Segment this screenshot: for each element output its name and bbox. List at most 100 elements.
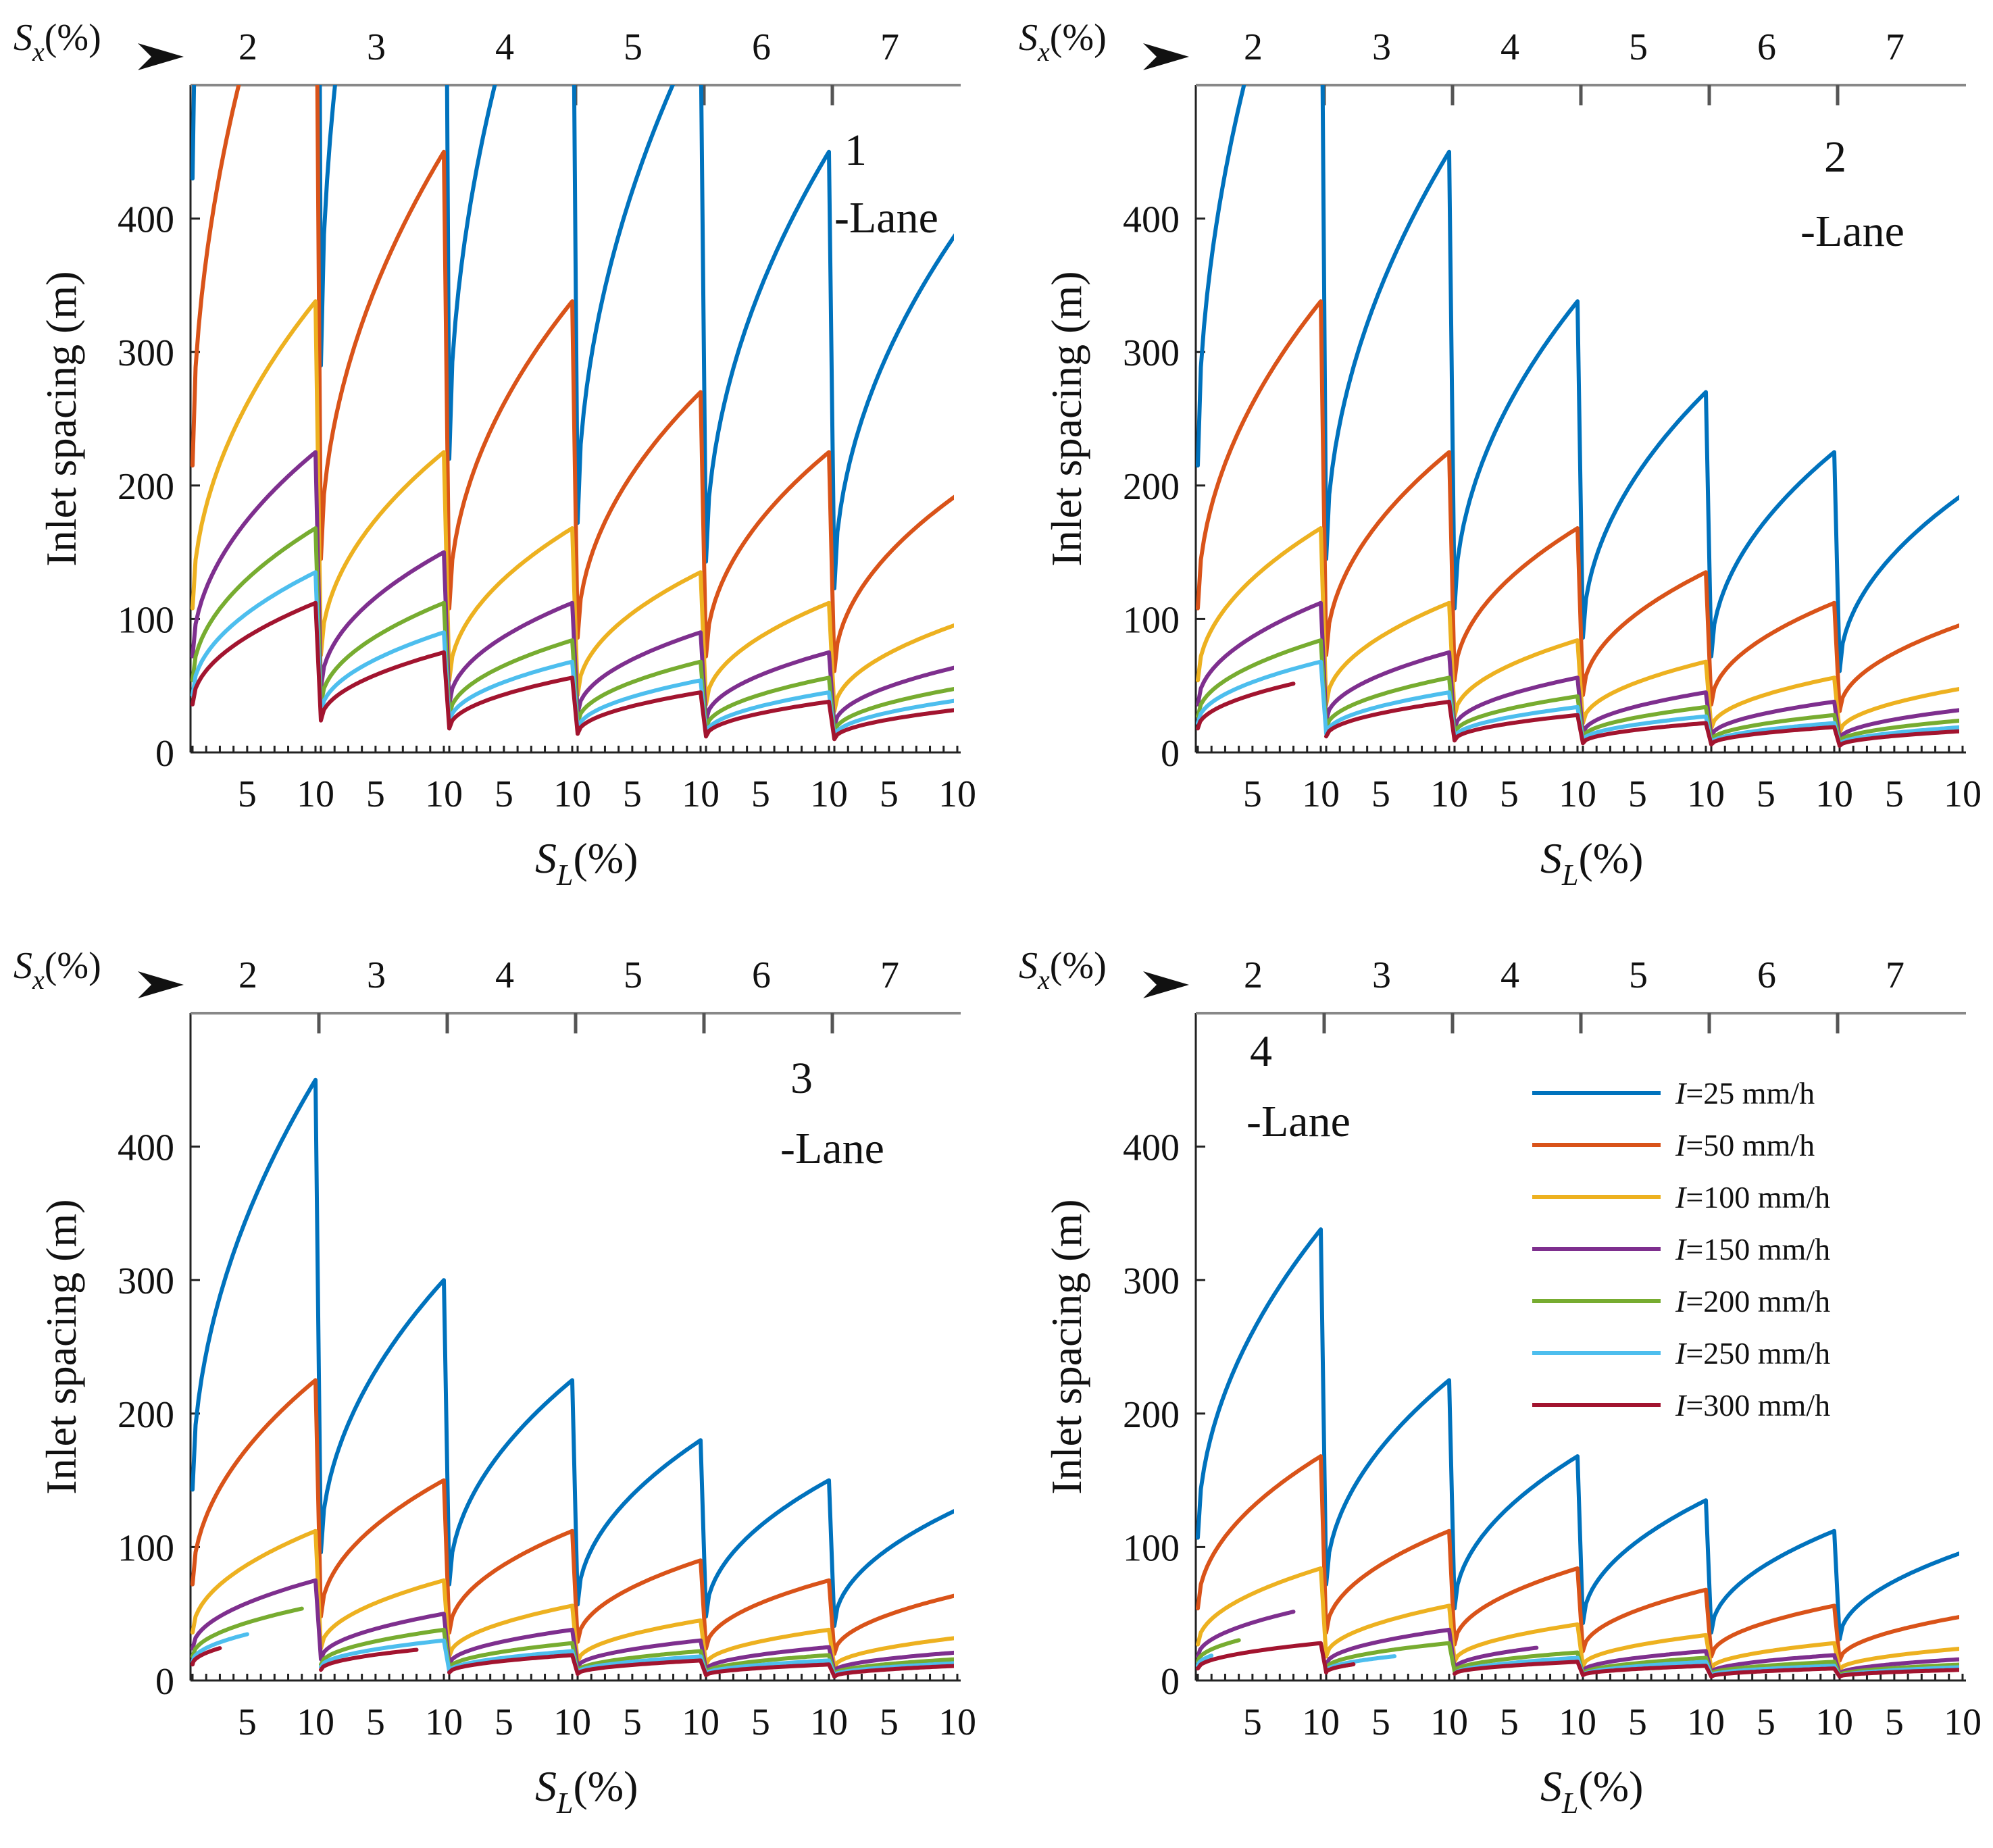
- series-line-i-100-mm-h-seg-5: [704, 1627, 836, 1670]
- series-line-i-150-mm-h-seg-6: [832, 665, 954, 728]
- series-line-i-300-mm-h-seg-5: [704, 1662, 836, 1679]
- series-line-i-300-mm-h-seg-5: [1709, 1666, 1842, 1679]
- x-tick-label: 10: [425, 1701, 463, 1743]
- x-tick-label: 5: [1757, 773, 1775, 815]
- series-line-i-150-mm-h-seg-5: [1709, 699, 1842, 742]
- series-line-i-300-mm-h-seg-4: [1581, 721, 1713, 747]
- x-tick-label: 10: [1302, 773, 1340, 815]
- series-line-i-50-mm-h-seg-2: [319, 1478, 451, 1635]
- series-line-i-25-mm-h-seg-1: [1196, 85, 1328, 561]
- series-line-i-300-mm-h-seg-6: [832, 708, 954, 742]
- series-line-i-300-mm-h-seg-2: [319, 1647, 419, 1672]
- series-line-i-100-mm-h-seg-4: [576, 1618, 708, 1667]
- lane-word: -Lane: [834, 193, 938, 242]
- y-tick-label: 0: [155, 1661, 174, 1703]
- series-line-i-25-mm-h-seg-4: [576, 85, 708, 564]
- series-line-i-200-mm-h-seg-1: [1196, 638, 1328, 731]
- series-line-i-50-mm-h-seg-3: [447, 299, 580, 640]
- y-tick-label: 100: [118, 1527, 174, 1569]
- series-line-i-100-mm-h-seg-1: [191, 1529, 323, 1651]
- series-line-i-150-mm-h-seg-2: [319, 550, 451, 707]
- x-tick-label: 5: [1628, 1701, 1647, 1743]
- sx-value-label: 3: [1372, 26, 1391, 68]
- y-axis-title: Inlet spacing (m): [37, 1199, 85, 1494]
- series-line-i-25-mm-h-seg-1: [1196, 1227, 1328, 1587]
- x-tick-label: 10: [682, 773, 720, 815]
- sx-value-label: 6: [1757, 954, 1776, 996]
- y-axis-title: Inlet spacing (m): [1042, 1199, 1090, 1494]
- sx-value-label: 2: [1244, 26, 1263, 68]
- series-line-i-250-mm-h-seg-5: [704, 690, 836, 739]
- sx-axis-label: Sx(%): [1019, 945, 1189, 998]
- series-line-i-150-mm-h-seg-3: [1453, 675, 1585, 736]
- x-tick-label: 5: [1628, 773, 1647, 815]
- series-line-i-100-mm-h-seg-6: [832, 623, 954, 713]
- sx-value-label: 3: [367, 26, 386, 68]
- series-line-i-150-mm-h-seg-2: [1324, 650, 1457, 731]
- series-line-i-100-mm-h-seg-2: [1324, 1603, 1457, 1664]
- x-tick-label: 5: [1500, 773, 1519, 815]
- series-line-i-300-mm-h-seg-5: [704, 699, 836, 742]
- series-line-i-50-mm-h-seg-1: [191, 1378, 323, 1619]
- series-line-i-50-mm-h-seg-4: [576, 390, 708, 659]
- x-tick-label: 5: [495, 1701, 513, 1743]
- lane-number: 3: [790, 1054, 813, 1103]
- x-tick-label: 5: [1371, 1701, 1390, 1743]
- series-line-i-50-mm-h-seg-1: [1196, 1454, 1328, 1635]
- series-line-i-100-mm-h-seg-3: [447, 526, 580, 697]
- x-tick-label: 10: [1687, 773, 1725, 815]
- x-tick-label: 10: [1559, 1701, 1596, 1743]
- series-line-i-200-mm-h-seg-2: [319, 1627, 451, 1671]
- series-line-i-150-mm-h-seg-4: [1581, 1649, 1713, 1675]
- series-line-i-25-mm-h-seg-5: [704, 149, 836, 590]
- series-line-i-300-mm-h-seg-2: [319, 650, 451, 731]
- y-tick-label: 400: [1123, 1127, 1180, 1169]
- x-tick-label: 5: [751, 773, 770, 815]
- x-tick-label: 5: [366, 1701, 385, 1743]
- series-line-i-150-mm-h-seg-5: [704, 1645, 836, 1674]
- lane-word: -Lane: [780, 1124, 884, 1173]
- y-tick-label: 200: [118, 466, 174, 508]
- series-line-i-300-mm-h-seg-4: [1581, 1664, 1713, 1679]
- series-line-i-150-mm-h-seg-3: [1453, 1645, 1539, 1671]
- sx-label-text: Sx(%): [14, 17, 101, 67]
- sx-value-label: 7: [880, 26, 899, 68]
- legend-label: I=150 mm/h: [1675, 1232, 1830, 1266]
- sx-value-label: 4: [495, 26, 514, 68]
- x-tick-label: 10: [810, 773, 848, 815]
- sx-axis-label: Sx(%): [14, 945, 184, 998]
- series-line-i-25-mm-h-seg-5: [704, 1478, 836, 1628]
- series-line-i-50-mm-h-seg-3: [1453, 1566, 1585, 1653]
- series-line-i-100-mm-h-seg-6: [1838, 687, 1959, 735]
- series-line-i-150-mm-h-seg-5: [1709, 1653, 1842, 1676]
- x-tick-label: 5: [1371, 773, 1390, 815]
- series-line-i-300-mm-h-seg-1: [191, 1646, 222, 1667]
- series-line-i-250-mm-h-seg-2: [1324, 690, 1457, 740]
- series-line-i-250-mm-h-seg-4: [576, 678, 708, 736]
- x-tick-label: 5: [1500, 1701, 1519, 1743]
- x-tick-label: 10: [1430, 1701, 1468, 1743]
- x-axis-title: SL(%): [535, 834, 638, 892]
- series-line-i-100-mm-h-seg-1: [1196, 1566, 1328, 1659]
- series-line-i-300-mm-h-seg-1: [1196, 1641, 1328, 1675]
- series-line-i-300-mm-h-seg-4: [576, 1658, 708, 1678]
- series-line-i-200-mm-h-seg-2: [1324, 1641, 1457, 1674]
- series-line-i-100-mm-h-seg-1: [191, 299, 323, 657]
- lane-word: -Lane: [1800, 207, 1904, 256]
- x-tick-label: 5: [366, 773, 385, 815]
- series-line-i-200-mm-h-seg-4: [576, 659, 708, 731]
- x-tick-label: 5: [880, 773, 899, 815]
- series-line-i-300-mm-h-seg-5: [1709, 725, 1842, 748]
- y-axis-title: Inlet spacing (m): [1042, 271, 1090, 566]
- series-line-i-250-mm-h-seg-2: [319, 630, 451, 725]
- series-line-i-50-mm-h-seg-1: [191, 85, 323, 561]
- series-line-i-300-mm-h-seg-1: [1196, 682, 1296, 731]
- legend-label: I=100 mm/h: [1675, 1180, 1830, 1214]
- series-line-i-150-mm-h-seg-1: [191, 1578, 323, 1662]
- series-line-i-250-mm-h-seg-5: [1709, 721, 1842, 747]
- series-line-i-25-mm-h-seg-5: [1709, 1529, 1842, 1641]
- y-tick-label: 400: [1123, 199, 1180, 241]
- series-line-i-25-mm-h-seg-1: [191, 1077, 323, 1555]
- sx-value-label: 6: [1757, 26, 1776, 68]
- sx-value-label: 2: [1244, 954, 1263, 996]
